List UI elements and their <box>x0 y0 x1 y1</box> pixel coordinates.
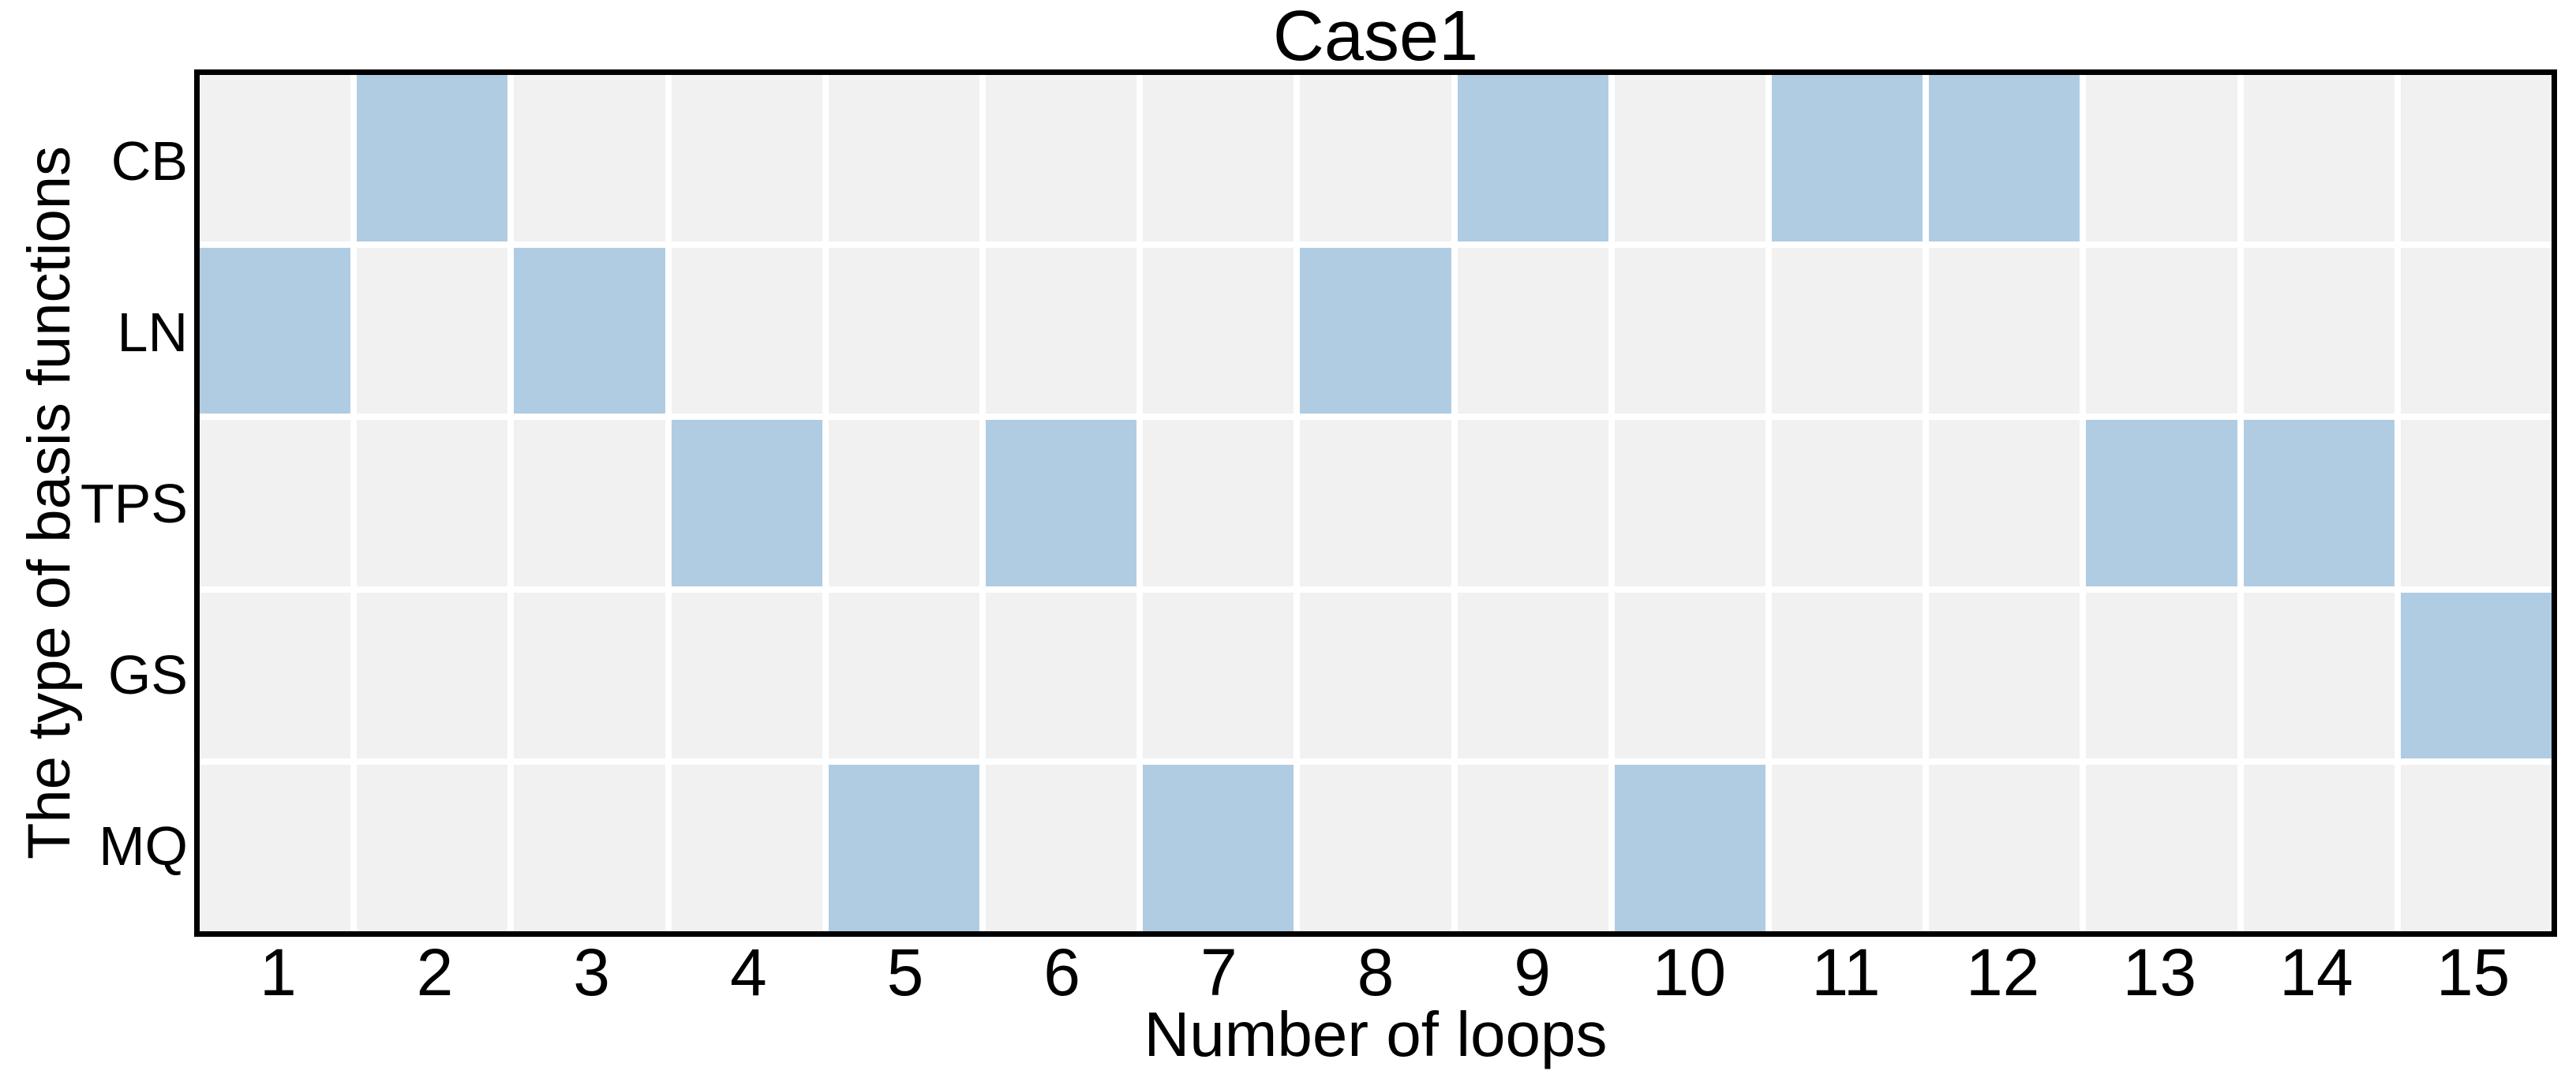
x-tick-5: 5 <box>886 935 924 1009</box>
heatmap-cell-TPS-14 <box>2243 420 2394 586</box>
heatmap-cell-MQ-6 <box>985 765 1137 931</box>
heatmap-cell-GS-2 <box>357 592 508 759</box>
heatmap-cell-LN-4 <box>671 247 822 414</box>
heatmap-cell-LN-2 <box>357 247 508 414</box>
y-tick-GS: GS <box>107 643 188 706</box>
heatmap-cell-LN-3 <box>514 247 665 414</box>
x-tick-10: 10 <box>1652 935 1727 1009</box>
heatmap-cell-CB-9 <box>1457 75 1608 241</box>
heatmap-cell-TPS-8 <box>1300 420 1451 586</box>
heatmap-cell-MQ-3 <box>514 765 665 931</box>
heatmap-cell-TPS-5 <box>828 420 979 586</box>
heatmap-cell-CB-15 <box>2400 75 2552 241</box>
heatmap-cell-TPS-11 <box>1771 420 1923 586</box>
x-tick-12: 12 <box>1965 935 2040 1009</box>
heatmap-cell-GS-1 <box>200 592 351 759</box>
heatmap-cell-MQ-8 <box>1300 765 1451 931</box>
heatmap-cell-CB-12 <box>1929 75 2080 241</box>
heatmap-cell-CB-8 <box>1300 75 1451 241</box>
heatmap-cell-LN-6 <box>985 247 1137 414</box>
heatmap-cell-MQ-4 <box>671 765 822 931</box>
x-tick-4: 4 <box>729 935 767 1009</box>
y-tick-CB: CB <box>110 129 188 192</box>
heatmap-cell-MQ-9 <box>1457 765 1608 931</box>
heatmap-cell-TPS-13 <box>2086 420 2237 586</box>
heatmap-cell-GS-6 <box>985 592 1137 759</box>
y-tick-MQ: MQ <box>99 814 188 877</box>
heatmap-plot-area <box>194 69 2557 937</box>
heatmap-cell-TPS-12 <box>1929 420 2080 586</box>
heatmap-cell-GS-7 <box>1143 592 1294 759</box>
heatmap-cell-GS-10 <box>1614 592 1765 759</box>
heatmap-cell-CB-2 <box>357 75 508 241</box>
x-tick-6: 6 <box>1043 935 1081 1009</box>
heatmap-cell-LN-9 <box>1457 247 1608 414</box>
heatmap-cell-LN-12 <box>1929 247 2080 414</box>
heatmap-cell-TPS-7 <box>1143 420 1294 586</box>
heatmap-cell-LN-5 <box>828 247 979 414</box>
heatmap-cell-TPS-4 <box>671 420 822 586</box>
heatmap-cell-LN-10 <box>1614 247 1765 414</box>
heatmap-cell-TPS-3 <box>514 420 665 586</box>
heatmap-cell-TPS-1 <box>200 420 351 586</box>
heatmap-cell-CB-4 <box>671 75 822 241</box>
heatmap-cell-GS-11 <box>1771 592 1923 759</box>
heatmap-cell-TPS-9 <box>1457 420 1608 586</box>
heatmap-cell-GS-3 <box>514 592 665 759</box>
x-tick-9: 9 <box>1514 935 1552 1009</box>
heatmap-cell-MQ-10 <box>1614 765 1765 931</box>
x-tick-3: 3 <box>573 935 611 1009</box>
x-tick-1: 1 <box>259 935 297 1009</box>
heatmap-cell-CB-1 <box>200 75 351 241</box>
x-tick-2: 2 <box>416 935 454 1009</box>
heatmap-cell-GS-8 <box>1300 592 1451 759</box>
heatmap-cell-GS-12 <box>1929 592 2080 759</box>
chart-title: Case1 <box>1272 0 1479 76</box>
heatmap-cell-GS-5 <box>828 592 979 759</box>
heatmap-cell-MQ-11 <box>1771 765 1923 931</box>
heatmap-cell-TPS-6 <box>985 420 1137 586</box>
heatmap-cell-CB-14 <box>2243 75 2394 241</box>
heatmap-cell-LN-1 <box>200 247 351 414</box>
x-tick-7: 7 <box>1200 935 1237 1009</box>
heatmap-cell-LN-7 <box>1143 247 1294 414</box>
x-tick-14: 14 <box>2279 935 2353 1009</box>
heatmap-cell-MQ-15 <box>2400 765 2552 931</box>
y-tick-LN: LN <box>117 301 188 363</box>
heatmap-cell-MQ-1 <box>200 765 351 931</box>
y-tick-TPS: TPS <box>80 472 188 534</box>
heatmap-cell-GS-15 <box>2400 592 2552 759</box>
heatmap-cell-GS-13 <box>2086 592 2237 759</box>
x-tick-8: 8 <box>1357 935 1395 1009</box>
heatmap-cell-MQ-2 <box>357 765 508 931</box>
heatmap-cell-MQ-14 <box>2243 765 2394 931</box>
heatmap-cell-CB-13 <box>2086 75 2237 241</box>
heatmap-cell-TPS-15 <box>2400 420 2552 586</box>
heatmap-cell-MQ-12 <box>1929 765 2080 931</box>
x-tick-15: 15 <box>2436 935 2510 1009</box>
heatmap-cell-GS-14 <box>2243 592 2394 759</box>
heatmap-cell-CB-6 <box>985 75 1137 241</box>
heatmap-cell-GS-4 <box>671 592 822 759</box>
x-tick-13: 13 <box>2122 935 2197 1009</box>
heatmap-cell-CB-7 <box>1143 75 1294 241</box>
heatmap-cell-MQ-7 <box>1143 765 1294 931</box>
heatmap-cell-LN-8 <box>1300 247 1451 414</box>
heatmap-cell-LN-14 <box>2243 247 2394 414</box>
x-tick-11: 11 <box>1811 935 1881 1009</box>
heatmap-cell-TPS-2 <box>357 420 508 586</box>
heatmap-cell-CB-10 <box>1614 75 1765 241</box>
heatmap-cell-LN-15 <box>2400 247 2552 414</box>
x-axis-label: Number of loops <box>1144 999 1608 1069</box>
heatmap-cell-LN-11 <box>1771 247 1923 414</box>
heatmap-cell-MQ-13 <box>2086 765 2237 931</box>
heatmap-cell-GS-9 <box>1457 592 1608 759</box>
heatmap-cell-CB-3 <box>514 75 665 241</box>
heatmap-cell-TPS-10 <box>1614 420 1765 586</box>
heatmap-cell-CB-11 <box>1771 75 1923 241</box>
heatmap-cell-MQ-5 <box>828 765 979 931</box>
heatmap-cell-LN-13 <box>2086 247 2237 414</box>
heatmap-cell-CB-5 <box>828 75 979 241</box>
